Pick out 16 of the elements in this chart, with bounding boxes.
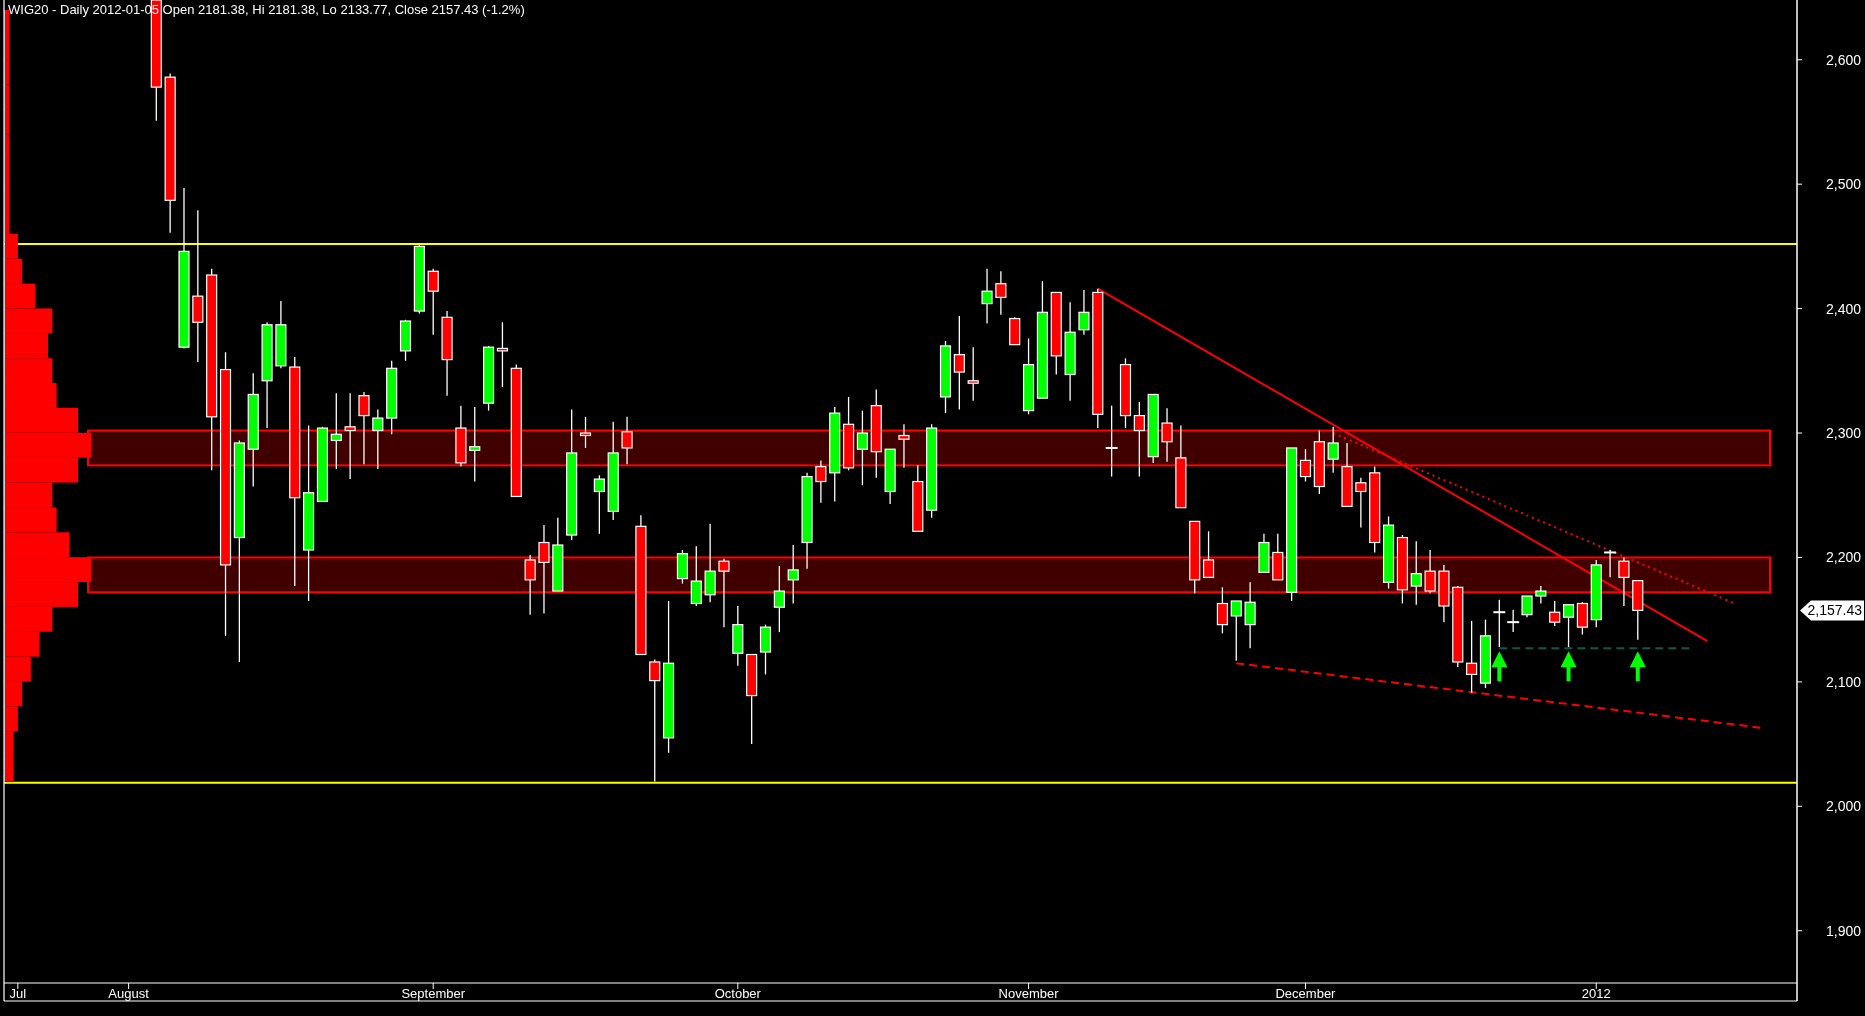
y-tick-label: 2,100 [1825,673,1862,690]
y-tick-label: 2,500 [1825,176,1862,193]
x-tick-label: Jul [9,986,27,1001]
x-tick-label: November [998,986,1060,1001]
y-tick-label: 2,400 [1825,300,1862,317]
y-tick-label: 2,200 [1825,549,1862,566]
x-tick-label: August [108,986,150,1001]
x-tick-label: October [714,986,762,1001]
text: 2,157.43 [1807,602,1863,619]
y-tick-label: 2,300 [1825,425,1862,442]
x-tick-label: 2012 [1581,986,1611,1001]
y-tick-label: 2,000 [1825,798,1862,815]
y-tick-label: 2,600 [1825,51,1862,68]
x-tick-label: September [401,986,466,1001]
y-tick-label: 1,900 [1825,922,1862,939]
x-tick-label: December [1275,986,1337,1001]
